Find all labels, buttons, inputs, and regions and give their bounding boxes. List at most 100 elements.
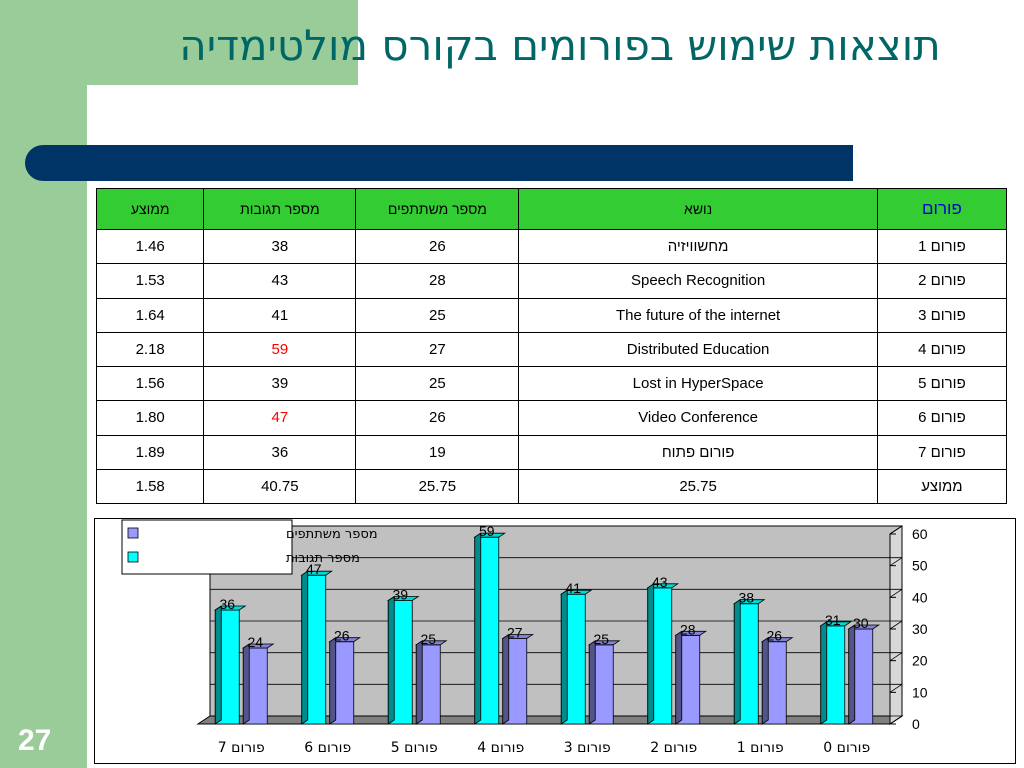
x-tick-label: פורום 2	[650, 740, 697, 756]
cell-responses: 47	[203, 400, 357, 436]
decor-green-side	[0, 0, 87, 768]
data-label: 25	[420, 631, 436, 647]
header-responses: מספר תגובות	[203, 188, 357, 230]
table-row: פורום 7 פורום פתוח 19 36 1.89	[95, 434, 1008, 470]
bar-participants-side	[415, 640, 423, 725]
gridline-side	[889, 652, 903, 661]
bar-participants-side	[242, 643, 250, 725]
y-tick-label: 40	[912, 589, 928, 605]
cell-average: 2.18	[95, 331, 205, 368]
cell-average: 1.53	[95, 263, 205, 299]
cell-average: 1.64	[95, 297, 205, 333]
bar-chart: 0 10 20 30 40 50 60 31 30 פורום 0 38 26 פורום 1 43 28 פ…	[121, 519, 928, 756]
bar-participants-side	[848, 624, 856, 725]
data-label: 31	[825, 612, 841, 628]
x-tick-label: פורום 6	[304, 740, 351, 756]
cell-forum: פורום 3	[876, 297, 1008, 333]
data-label: 36	[219, 596, 235, 612]
decor-green-top	[87, 0, 358, 85]
cell-forum: פורום 5	[876, 365, 1008, 402]
cell-average: 1.46	[95, 228, 205, 265]
header-average: ממוצע	[95, 188, 205, 230]
cell-average: 1.80	[95, 400, 205, 436]
bar-responses-side	[301, 570, 309, 725]
x-tick-label: פורום 7	[218, 740, 265, 756]
cell-responses: 36	[203, 434, 357, 470]
bar-responses-side	[214, 605, 222, 725]
x-tick-label: פורום 5	[391, 740, 438, 756]
bar-responses-side	[733, 598, 741, 725]
cell-responses: 59	[203, 331, 357, 368]
legend-swatch	[127, 551, 139, 563]
table-row: פורום 1 מחשוויזיה 26 38 1.46	[95, 228, 1008, 265]
bar-participants-side	[675, 630, 683, 725]
data-label: 41	[565, 580, 581, 596]
cell-forum: פורום 2	[876, 263, 1008, 299]
bar-responses-side	[387, 595, 395, 725]
cell-topic: 25.75	[518, 468, 878, 505]
header-participants: מספר משתתפים	[355, 188, 520, 230]
cell-forum: פורום 6	[876, 400, 1008, 436]
data-label: 39	[392, 587, 408, 603]
cell-responses: 43	[203, 263, 357, 299]
bar-responses-side	[647, 583, 655, 725]
legend-swatch	[127, 527, 139, 539]
gridline-side	[889, 589, 903, 598]
cell-responses: 39	[203, 365, 357, 402]
y-tick-label: 50	[912, 558, 928, 574]
cell-participants: 26	[355, 228, 520, 265]
cell-participants: 27	[355, 331, 520, 368]
cell-participants: 19	[355, 434, 520, 470]
cell-topic: Video Conference	[518, 400, 878, 436]
x-tick-label: פורום 0	[823, 740, 870, 756]
decor-corner	[87, 85, 147, 145]
bar-responses-side	[560, 589, 568, 725]
y-tick-label: 60	[912, 526, 928, 542]
table-row: פורום 5 Lost in HyperSpace 25 39 1.56	[95, 365, 1008, 402]
bar-responses-side	[820, 621, 828, 725]
cell-topic: The future of the internet	[518, 297, 878, 333]
cell-forum: פורום 7	[876, 434, 1008, 470]
table-row: פורום 3 The future of the internet 25 41 1.6…	[95, 297, 1008, 333]
data-label: 27	[507, 625, 523, 641]
data-label: 24	[247, 634, 263, 650]
cell-participants: 28	[355, 263, 520, 299]
y-tick-label: 20	[912, 653, 928, 669]
cell-topic: Distributed Education	[518, 331, 878, 368]
y-tick-label: 0	[912, 716, 920, 732]
table-row: ממוצע 25.75 25.75 40.75 1.58	[95, 468, 1008, 505]
cell-topic: פורום פתוח	[518, 434, 878, 470]
cell-topic: Speech Recognition	[518, 263, 878, 299]
x-tick-label: פורום 4	[477, 740, 524, 756]
cell-responses: 38	[203, 228, 357, 265]
legend-label: מספר משתתפים	[286, 527, 378, 542]
data-label: 25	[593, 631, 609, 647]
cell-responses: 41	[203, 297, 357, 333]
bar-participants-side	[329, 636, 337, 725]
cell-responses: 40.75	[203, 468, 357, 505]
header-topic: נושא	[518, 188, 878, 230]
legend-box	[121, 519, 293, 575]
cell-forum: פורום 1	[876, 228, 1008, 265]
bar-participants-side	[588, 640, 596, 725]
cell-participants: 25	[355, 297, 520, 333]
cell-topic: Lost in HyperSpace	[518, 365, 878, 402]
data-label: 30	[853, 615, 869, 631]
x-tick-label: פורום 1	[737, 740, 784, 756]
data-label: 47	[306, 561, 322, 577]
data-label: 43	[652, 574, 668, 590]
data-label: 26	[766, 628, 782, 644]
cell-average: 1.89	[95, 434, 205, 470]
decor-title-bar	[25, 145, 853, 181]
bar-responses-side	[474, 532, 482, 725]
y-tick-label: 30	[912, 621, 928, 637]
table-row: פורום 2 Speech Recognition 28 43 1.53	[95, 263, 1008, 299]
bar-participants-side	[502, 633, 510, 725]
header-forum: פורום	[876, 188, 1008, 230]
forum-results-table: פורום נושא מספר משתתפים מספר תגובות ממוצ…	[95, 188, 1008, 505]
data-label: 26	[334, 628, 350, 644]
table-row: פורום 4 Distributed Education 27 59 2.18	[95, 331, 1008, 368]
x-tick-label: פורום 3	[564, 740, 611, 756]
gridline-side	[889, 557, 903, 566]
cell-participants: 25	[355, 365, 520, 402]
